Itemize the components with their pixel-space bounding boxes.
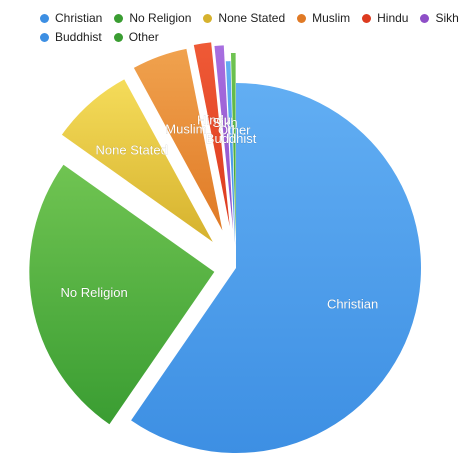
legend-label: Buddhist [55, 30, 102, 44]
slice-label-other: Other [218, 123, 251, 138]
slice-label-muslim: Muslim [165, 121, 206, 136]
legend-label: None Stated [218, 11, 286, 25]
slice-label-sikh: Sikh [212, 115, 237, 130]
legend-item-none-stated: None Stated [203, 11, 285, 25]
slice-label-christian: Christian [327, 296, 378, 311]
legend-label: Christian [55, 11, 103, 25]
legend-item-other: Other [113, 30, 159, 44]
legend-label: Hindu [377, 11, 409, 25]
legend-swatch [362, 13, 372, 23]
pie-slice-buddhist [225, 61, 236, 247]
legend-swatch [113, 32, 123, 42]
legend-swatch [297, 13, 307, 23]
legend-item-buddhist: Buddhist [40, 30, 102, 44]
legend-label: Muslim [312, 11, 351, 25]
legend-swatch [40, 32, 49, 42]
legend-label: Sikh [435, 11, 459, 25]
legend-item-no-religion: No Religion [114, 11, 191, 25]
legend-item-muslim: Muslim [297, 11, 350, 25]
legend-swatch [203, 13, 213, 23]
pie-slice-none-stated [61, 79, 213, 242]
slice-label-hindu: Hindu [197, 112, 231, 127]
pie-slice-sikh [214, 45, 234, 231]
legend-swatch [420, 13, 430, 23]
pie-slice-no-religion [29, 164, 215, 425]
slice-label-buddhist: Buddhist [206, 131, 257, 146]
legend-item-christian: Christian [40, 11, 102, 25]
pie-slice-hindu [193, 42, 230, 227]
legend-swatch [40, 13, 49, 23]
pie-slice-christian [131, 83, 421, 453]
legend-item-hindu: Hindu [362, 11, 408, 25]
slice-label-none-stated: None Stated [96, 143, 168, 158]
legend-label: Other [128, 30, 159, 44]
pie-slice-other [230, 53, 236, 239]
legend-swatch [114, 13, 124, 23]
slice-label-no-religion: No Religion [61, 285, 128, 300]
legend-label: No Religion [129, 11, 192, 25]
legend-item-sikh: Sikh [420, 11, 459, 25]
chart-legend: Christian No Religion None Stated Muslim Hin… [40, 11, 470, 44]
pie-slice-muslim [133, 48, 223, 231]
